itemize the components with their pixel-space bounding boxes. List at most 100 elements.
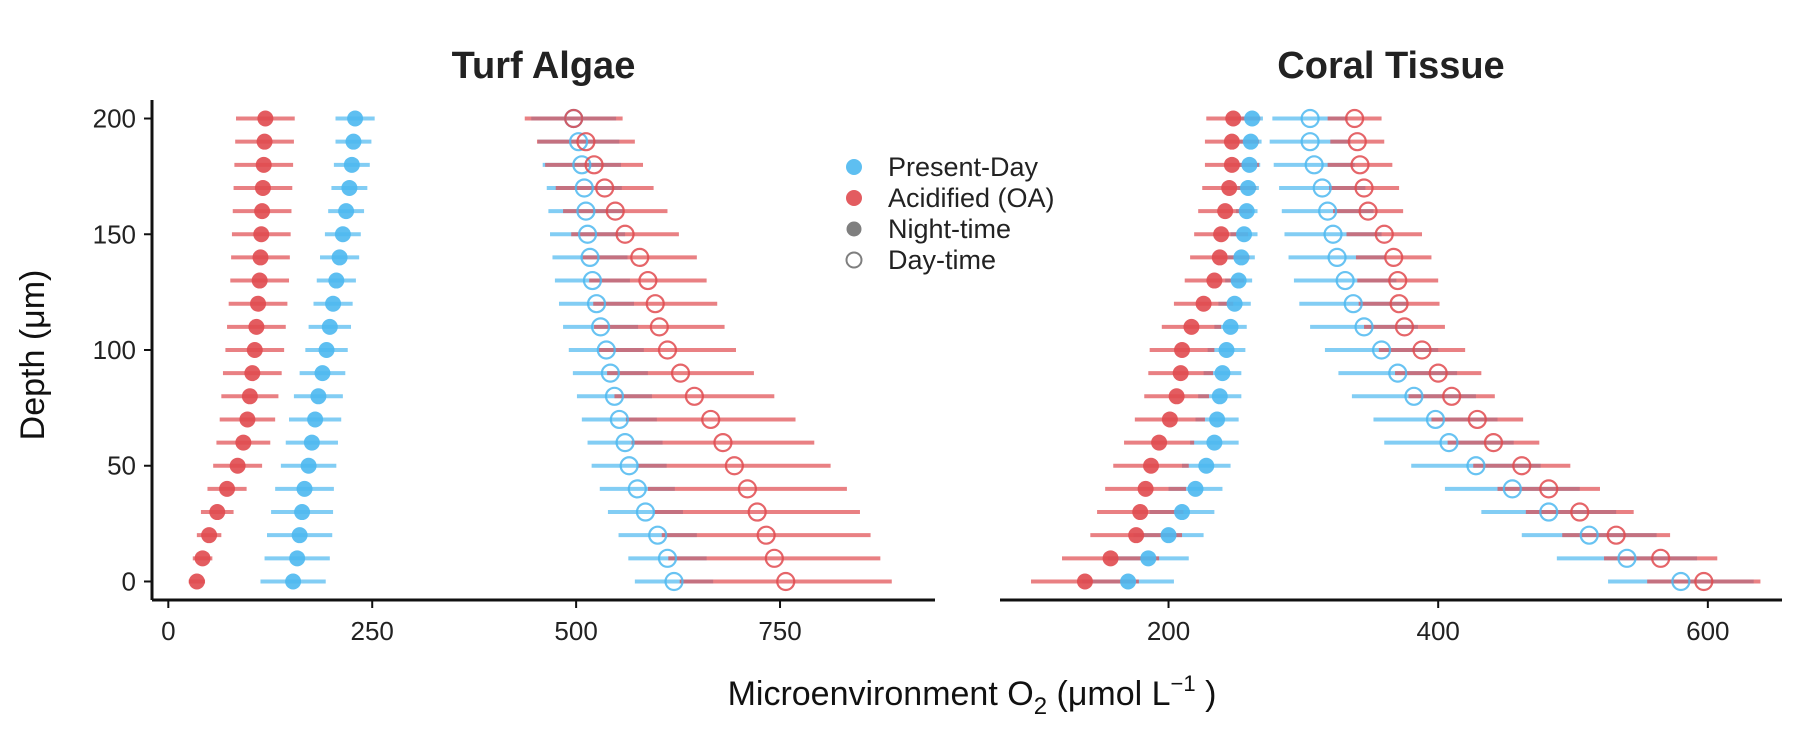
data-point-night — [253, 226, 270, 243]
data-point-day — [1389, 294, 1409, 314]
data-point-day — [1394, 317, 1415, 337]
legend-key — [846, 190, 862, 206]
data-point-day — [764, 548, 784, 568]
legend-label: Acidified (OA) — [888, 183, 1055, 213]
data-point-day — [1358, 201, 1378, 221]
data-point-day — [1502, 479, 1522, 499]
data-point-night — [1151, 434, 1168, 451]
data-point-night — [325, 295, 342, 312]
data-point-day — [1318, 201, 1338, 221]
data-point-night — [251, 272, 268, 289]
data-point-night — [1206, 434, 1223, 451]
y-tick-label: 200 — [93, 104, 136, 134]
data-point-night — [314, 365, 331, 382]
data-point-day — [615, 224, 635, 244]
data-point-night — [1187, 480, 1204, 497]
data-point-day — [627, 479, 647, 499]
data-point-day — [590, 317, 611, 337]
data-point-day — [605, 201, 625, 221]
y-tick-label: 150 — [93, 219, 136, 249]
data-point-day — [1694, 571, 1714, 592]
data-point-night — [1168, 388, 1185, 405]
legend-key — [846, 221, 862, 237]
data-point-day — [576, 132, 596, 152]
data-point-day — [1354, 178, 1374, 198]
data-point-day — [635, 502, 656, 522]
panel-title: Coral Tissue — [1277, 45, 1504, 87]
data-point-day — [713, 432, 733, 453]
data-point-day — [1467, 409, 1487, 430]
data-point-day — [684, 386, 704, 406]
data-point-night — [310, 388, 327, 405]
x-tick-label: 500 — [554, 616, 597, 646]
data-point-night — [347, 110, 364, 127]
data-point-night — [250, 295, 267, 312]
data-point-day — [1439, 432, 1459, 453]
data-point-day — [1404, 386, 1424, 406]
data-point-night — [1236, 226, 1253, 243]
panel-turf-algae: Turf Algae 0 250 500 750 0 50 100 150 200 — [93, 45, 935, 646]
data-point-day — [572, 155, 592, 175]
data-point-day — [1539, 502, 1559, 522]
x-tick-label: 250 — [351, 616, 394, 646]
data-point-day — [1371, 340, 1392, 360]
data-point-day — [577, 224, 598, 244]
data-point-night — [338, 203, 355, 220]
data-point-night — [1222, 318, 1239, 335]
data-point-night — [341, 179, 358, 196]
data-point-night — [1209, 411, 1226, 428]
data-point-day — [1343, 294, 1363, 314]
data-point-night — [334, 226, 351, 243]
data-point-day — [1312, 178, 1332, 198]
data-point-day — [1304, 155, 1324, 175]
data-point-day — [1300, 108, 1320, 129]
data-point-day — [1606, 525, 1626, 545]
data-point-day — [619, 456, 639, 476]
data-point-night — [328, 272, 345, 289]
data-point-night — [257, 110, 274, 127]
data-point-day — [645, 294, 665, 314]
data-point-day — [657, 340, 678, 360]
data-point-night — [1217, 203, 1234, 220]
data-point-night — [1143, 457, 1160, 474]
data-point-day — [1350, 155, 1370, 175]
data-point-night — [1226, 295, 1243, 312]
data-point-night — [254, 203, 271, 220]
data-point-night — [307, 411, 324, 428]
data-point-day — [1323, 224, 1343, 244]
data-point-night — [1172, 365, 1189, 382]
data-point-day — [1651, 548, 1671, 568]
data-point-night — [239, 411, 256, 428]
data-point-day — [747, 502, 767, 522]
data-point-day — [600, 363, 620, 383]
data-point-night — [1223, 156, 1240, 173]
data-point-night — [1128, 527, 1145, 544]
data-point-night — [300, 457, 317, 474]
data-point-night — [1211, 249, 1228, 266]
data-point-night — [244, 365, 261, 382]
data-point-day — [1327, 247, 1347, 268]
data-point-night — [1242, 133, 1259, 150]
data-point-day — [1617, 548, 1637, 568]
x-tick-label: 600 — [1686, 616, 1729, 646]
y-tick-label: 0 — [122, 566, 136, 596]
data-point-day — [724, 456, 744, 476]
data-point-night — [1102, 550, 1119, 567]
data-point-night — [318, 342, 335, 358]
data-point-day — [1335, 270, 1355, 291]
data-point-night — [1174, 504, 1191, 521]
data-point-night — [1214, 365, 1231, 382]
data-point-night — [241, 388, 258, 405]
data-point-night — [188, 573, 205, 590]
data-point-night — [1183, 318, 1200, 335]
data-point-day — [1466, 456, 1486, 476]
legend-key — [846, 159, 862, 175]
x-tick-label: 200 — [1147, 616, 1190, 646]
data-point-day — [1388, 363, 1408, 383]
data-point-night — [1244, 110, 1261, 127]
data-point-night — [246, 342, 263, 358]
data-point-day — [1300, 132, 1320, 152]
legend-key — [845, 251, 863, 269]
data-point-night — [201, 527, 218, 544]
data-point-night — [235, 434, 252, 451]
